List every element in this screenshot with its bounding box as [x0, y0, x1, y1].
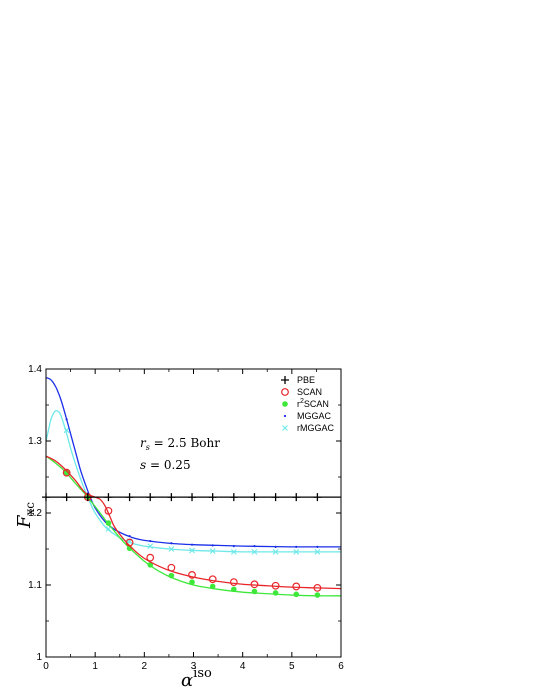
data-point-scan	[271, 581, 280, 590]
y-tick-label: 1.3	[28, 436, 42, 447]
data-point-mggac	[65, 418, 68, 421]
data-point-pbe	[292, 493, 301, 502]
legend-label-rmggac: rMGGAC	[297, 423, 334, 433]
legend-label-pbe: PBE	[297, 375, 315, 385]
y-tick-label: 1.1	[28, 580, 42, 591]
data-point-rmggac	[251, 548, 258, 555]
data-point-rmggac	[63, 427, 70, 434]
data-point-rscan	[63, 469, 70, 476]
series-rscan	[45, 455, 342, 598]
data-point-scan	[292, 582, 301, 591]
data-point-pbe	[250, 493, 259, 502]
data-point-scan	[125, 538, 134, 547]
x-tick-label: 2	[142, 661, 148, 672]
y-tick-label: 1.2	[28, 508, 42, 519]
annotations: rs = 2.5 Bohr s = 0.25	[140, 436, 220, 472]
data-point-mggac	[149, 539, 152, 543]
x-tick-label: 3	[191, 661, 197, 672]
annotation-s: s = 0.25	[140, 458, 191, 472]
axis-titles: αiso Fxc	[14, 502, 212, 691]
data-point-pbe	[62, 493, 71, 502]
data-point-scan	[250, 580, 259, 589]
data-point-rmggac	[230, 548, 237, 555]
data-point-rscan	[251, 588, 258, 595]
series-rmggac	[45, 409, 341, 555]
data-point-pbe	[167, 493, 176, 502]
data-point-rscan	[168, 572, 175, 579]
x-tick-label: 4	[240, 661, 246, 672]
legend-label-rscan: r2SCAN	[297, 398, 329, 409]
annotation-rs: rs = 2.5 Bohr	[140, 436, 220, 452]
data-point-pbe	[313, 493, 322, 502]
data-point-rmggac	[105, 525, 112, 532]
y-tick-label: 1	[36, 652, 42, 663]
data-point-rmggac	[293, 548, 300, 555]
y-axis-title: Fxc	[14, 502, 37, 529]
data-point-rmggac	[147, 543, 154, 550]
data-point-rscan	[314, 592, 321, 598]
legend-marker-pbe	[281, 376, 289, 384]
data-point-mggac	[232, 545, 235, 548]
data-point-pbe	[125, 493, 134, 502]
data-point-rscan	[293, 591, 300, 598]
data-point-rscan	[105, 520, 112, 526]
data-point-rscan	[231, 586, 237, 593]
legend-marker-rmggac	[282, 425, 288, 431]
data-point-rscan	[209, 583, 216, 590]
data-point-rmggac	[189, 547, 195, 554]
x-tick-label: 6	[338, 661, 344, 672]
x-tick-label: 0	[43, 661, 49, 672]
data-point-rmggac	[314, 548, 321, 555]
x-tick-label: 5	[289, 661, 295, 672]
legend-marker-mggac	[283, 414, 287, 418]
data-point-rmggac	[168, 546, 175, 552]
data-point-scan	[208, 575, 217, 584]
data-point-mggac	[190, 543, 194, 546]
data-point-rmggac	[272, 548, 279, 555]
series-line-scan	[45, 455, 342, 590]
data-point-scan	[104, 506, 113, 515]
x-tick-label: 1	[92, 661, 98, 672]
series-mggac	[45, 377, 342, 548]
data-point-rscan	[189, 579, 195, 585]
y-tick-label: 1.4	[28, 364, 42, 375]
series-line-rscan	[45, 455, 342, 597]
data-point-pbe	[104, 493, 113, 502]
data-point-pbe	[83, 493, 92, 502]
data-point-pbe	[208, 493, 217, 502]
data-point-pbe	[271, 493, 280, 502]
data-point-scan	[188, 571, 196, 579]
legend-marker-scan	[281, 388, 289, 396]
series-pbe	[42, 493, 341, 502]
data-point-pbe	[229, 493, 238, 502]
x-axis-title: αiso	[181, 666, 212, 691]
data-point-mggac	[128, 534, 131, 538]
data-point-scan	[146, 553, 155, 562]
data-point-pbe	[188, 493, 197, 502]
series-line-rmggac	[45, 409, 341, 553]
series-line-mggac	[45, 377, 342, 548]
data-point-rscan	[272, 590, 279, 596]
data-point-mggac	[274, 545, 277, 548]
legend-label-mggac: MGGAC	[297, 411, 332, 421]
axis-ticks: 0 1 2 3 4 5 611.11.21.31.4	[28, 364, 344, 672]
legend-marker-rscan	[282, 401, 288, 407]
data-point-mggac	[316, 545, 319, 548]
data-point-scan	[313, 583, 322, 592]
plot-area	[42, 377, 342, 598]
data-point-scan	[167, 563, 176, 572]
data-point-mggac	[170, 542, 173, 545]
data-point-rscan	[147, 562, 154, 568]
data-point-mggac	[253, 545, 256, 548]
data-point-rmggac	[209, 548, 216, 555]
data-point-scan	[62, 468, 71, 477]
legend-label-scan: SCAN	[297, 387, 322, 397]
data-point-scan	[229, 578, 238, 587]
data-point-mggac	[211, 544, 214, 547]
series-scan	[45, 455, 342, 592]
data-point-pbe	[146, 493, 155, 502]
data-point-mggac	[295, 545, 298, 548]
